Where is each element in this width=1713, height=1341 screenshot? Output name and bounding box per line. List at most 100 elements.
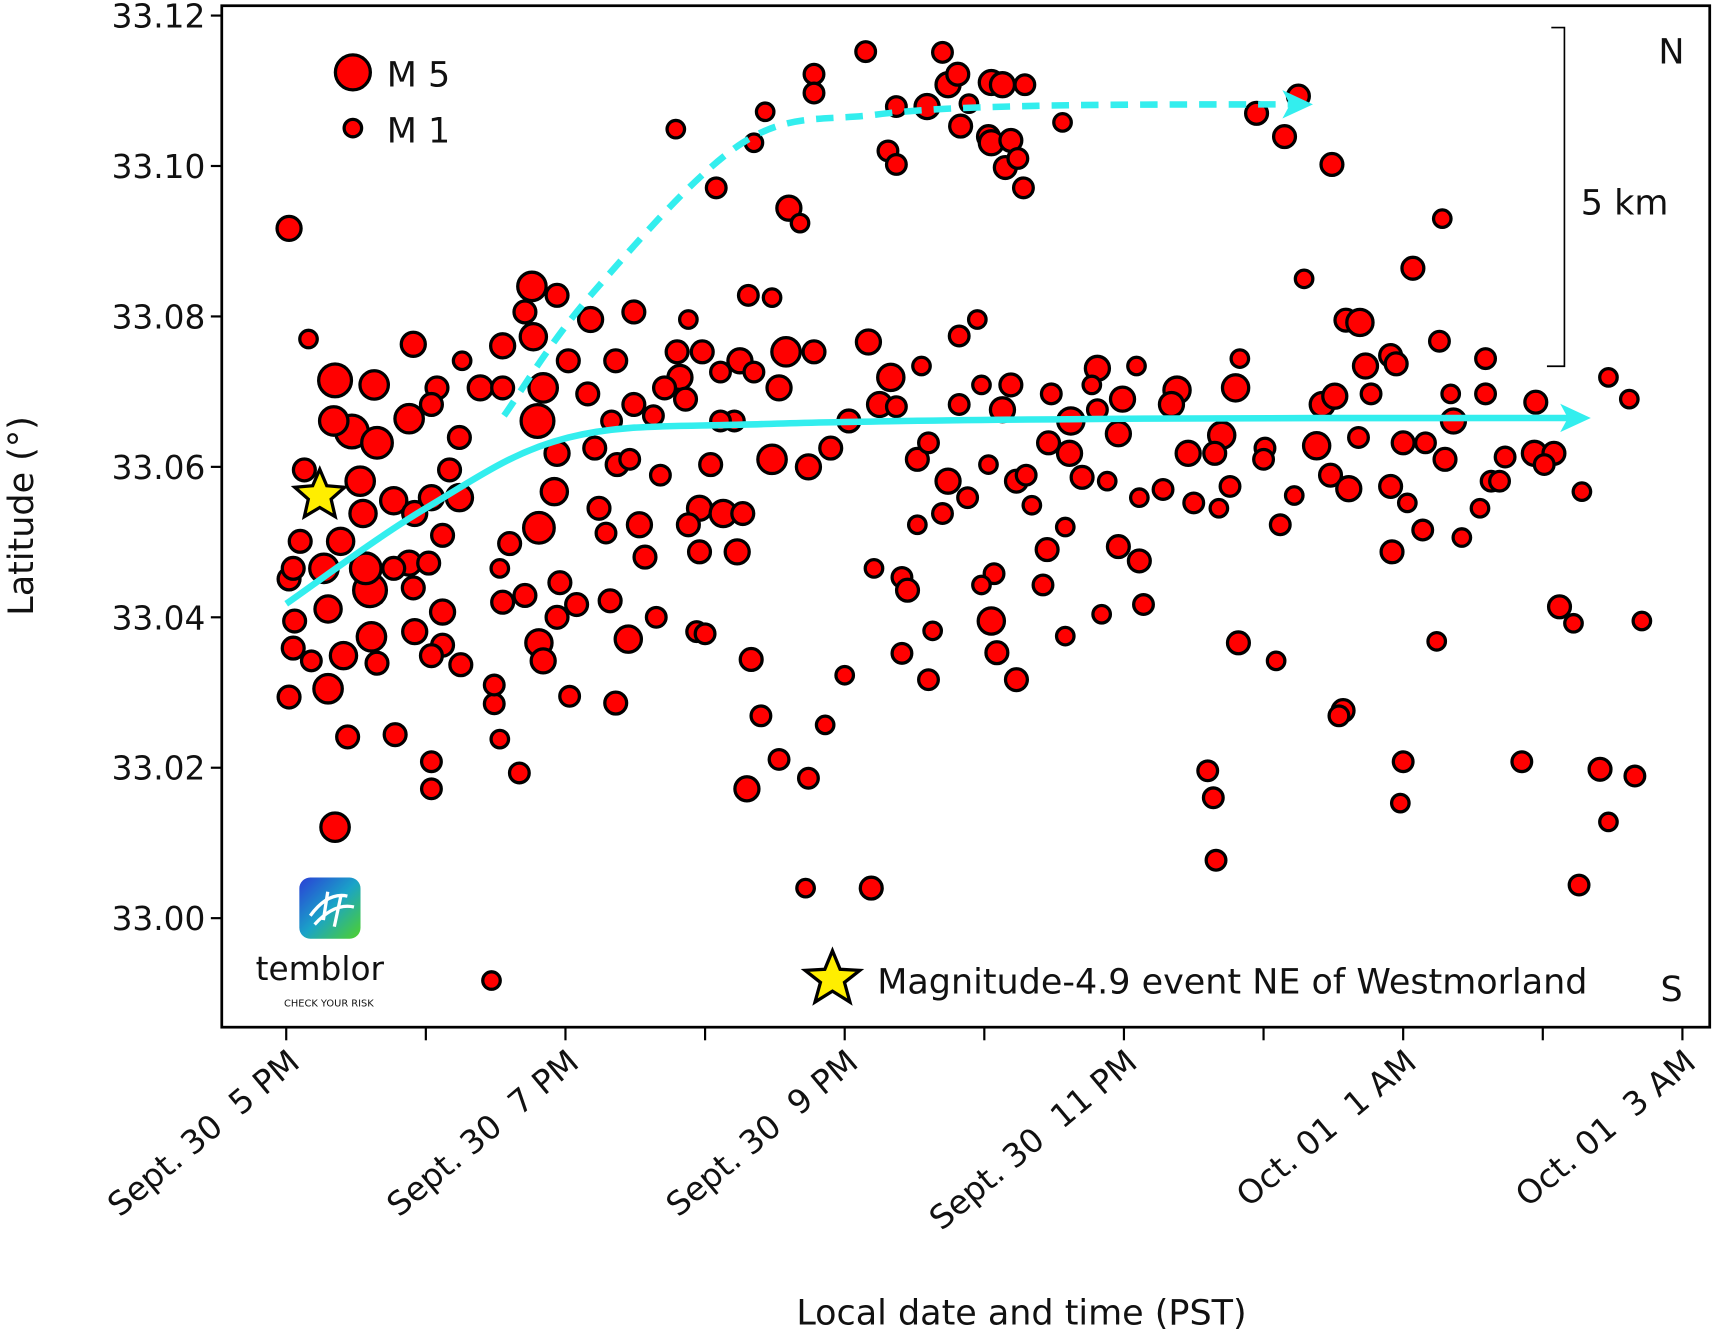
plot-frame [220, 4, 1712, 1029]
earthquake-point [466, 374, 494, 402]
earthquake-point [1571, 481, 1593, 503]
earthquake-point [884, 152, 908, 176]
y-tick-label: 33.10 [112, 148, 206, 186]
earthquake-point [564, 591, 590, 618]
earthquake-point [1218, 474, 1242, 498]
earthquake-point [742, 360, 766, 384]
earthquake-point [641, 404, 665, 428]
earthquake-point [1413, 431, 1437, 455]
earthquake-point [446, 424, 472, 451]
earthquake-point [1327, 704, 1351, 728]
earthquake-point [998, 372, 1024, 398]
logo-swoosh [308, 891, 355, 928]
earthquake-point [313, 594, 343, 624]
earthquake-point [1469, 497, 1491, 519]
earthquake-point [527, 372, 560, 404]
earthquake-point [1283, 485, 1305, 506]
earthquake-point [1510, 750, 1534, 774]
earthquake-point [1598, 367, 1619, 388]
earthquake-point [686, 539, 713, 565]
earthquake-point [802, 81, 826, 105]
x-tick-label: Oct. 01 3 AM [1508, 1042, 1702, 1214]
earthquake-point [482, 692, 506, 716]
earthquake-point [1431, 208, 1453, 230]
earthquake-point [931, 40, 954, 64]
ticks: 33.00 33.02 33.04 33.06 33.08 33.10 33.12 Sept.… [100, 0, 1702, 1237]
earthquake-points [275, 40, 1653, 991]
legend: M 5 M 1 [333, 53, 450, 151]
south-label: S [1661, 970, 1683, 1010]
legend-label-m1: M 1 [387, 111, 450, 151]
earthquake-point [770, 335, 802, 368]
earthquake-point [312, 672, 344, 705]
legend-marker-m5 [333, 53, 372, 92]
earthquake-point [698, 452, 724, 478]
earthquake-point [1202, 440, 1228, 466]
earthquake-point [894, 577, 921, 603]
earthquake-point [945, 61, 971, 87]
earthquake-point [906, 514, 928, 536]
earthquake-point [1321, 382, 1349, 410]
earthquake-point [489, 728, 511, 750]
earthquake-point [1196, 759, 1220, 783]
earthquake-point [1104, 420, 1133, 448]
earthquake-point [1126, 548, 1152, 574]
x-axis-label: Local date and time (PST) [796, 1293, 1246, 1333]
earthquake-point [291, 457, 317, 483]
earthquake-point [319, 811, 351, 844]
earthquake-point [436, 457, 463, 483]
earthquake-point [512, 299, 538, 325]
earthquake-point [1319, 151, 1345, 178]
earthquake-point [317, 362, 354, 399]
earthquake-point [1587, 756, 1613, 782]
earthquake-point [544, 604, 570, 630]
earthquake-point [1157, 390, 1186, 419]
earthquake-point [521, 510, 556, 545]
earthquake-point [1105, 534, 1131, 560]
earthquake-point [558, 684, 582, 708]
earthquake-point [648, 463, 672, 487]
earthquake-point [1474, 347, 1498, 371]
earthquake-point [490, 589, 516, 615]
solid-arrowhead-icon [1560, 403, 1591, 433]
earthquake-point [911, 355, 932, 377]
y-tick-label: 33.02 [112, 750, 206, 788]
earthquake-point [1126, 355, 1147, 377]
y-tick-label: 33.04 [112, 599, 206, 637]
earthquake-point [603, 348, 629, 374]
earthquake-point [358, 369, 391, 401]
earthquake-point [1389, 792, 1411, 814]
earthquake-point [971, 374, 992, 396]
logo-wordmark: temblor [256, 950, 385, 988]
earthquake-point [299, 649, 323, 673]
earthquake-point [858, 875, 884, 901]
earthquake-point [1225, 630, 1251, 656]
earthquake-point [1252, 447, 1276, 471]
earthquake-point [364, 650, 390, 676]
earthquake-point [1317, 462, 1344, 488]
earthquake-point [519, 402, 556, 440]
earthquake-point [677, 309, 699, 330]
x-tick-label: Sept. 30 5 PM [100, 1042, 306, 1224]
earthquake-point [971, 574, 992, 596]
earthquake-point [1174, 439, 1202, 467]
earthquake-point [1052, 112, 1073, 133]
earthquake-point [632, 544, 658, 570]
earthquake-point [275, 214, 303, 243]
earthquake-point [796, 766, 820, 790]
earthquake-point [1039, 382, 1063, 406]
earthquake-point [428, 598, 457, 626]
earthquake-point [761, 287, 783, 309]
earthquake-point [1201, 786, 1225, 810]
earthquake-point [1271, 124, 1298, 150]
earthquake-point [1132, 593, 1155, 616]
earthquake-point [863, 557, 885, 579]
earthquake-point [1440, 383, 1462, 405]
earthquake-point [419, 750, 443, 774]
earthquake-point [1411, 518, 1435, 542]
earthquake-point [736, 283, 760, 307]
earthquake-point [490, 375, 516, 401]
earthquake-point [317, 405, 350, 437]
earthquake-point [1563, 612, 1584, 634]
